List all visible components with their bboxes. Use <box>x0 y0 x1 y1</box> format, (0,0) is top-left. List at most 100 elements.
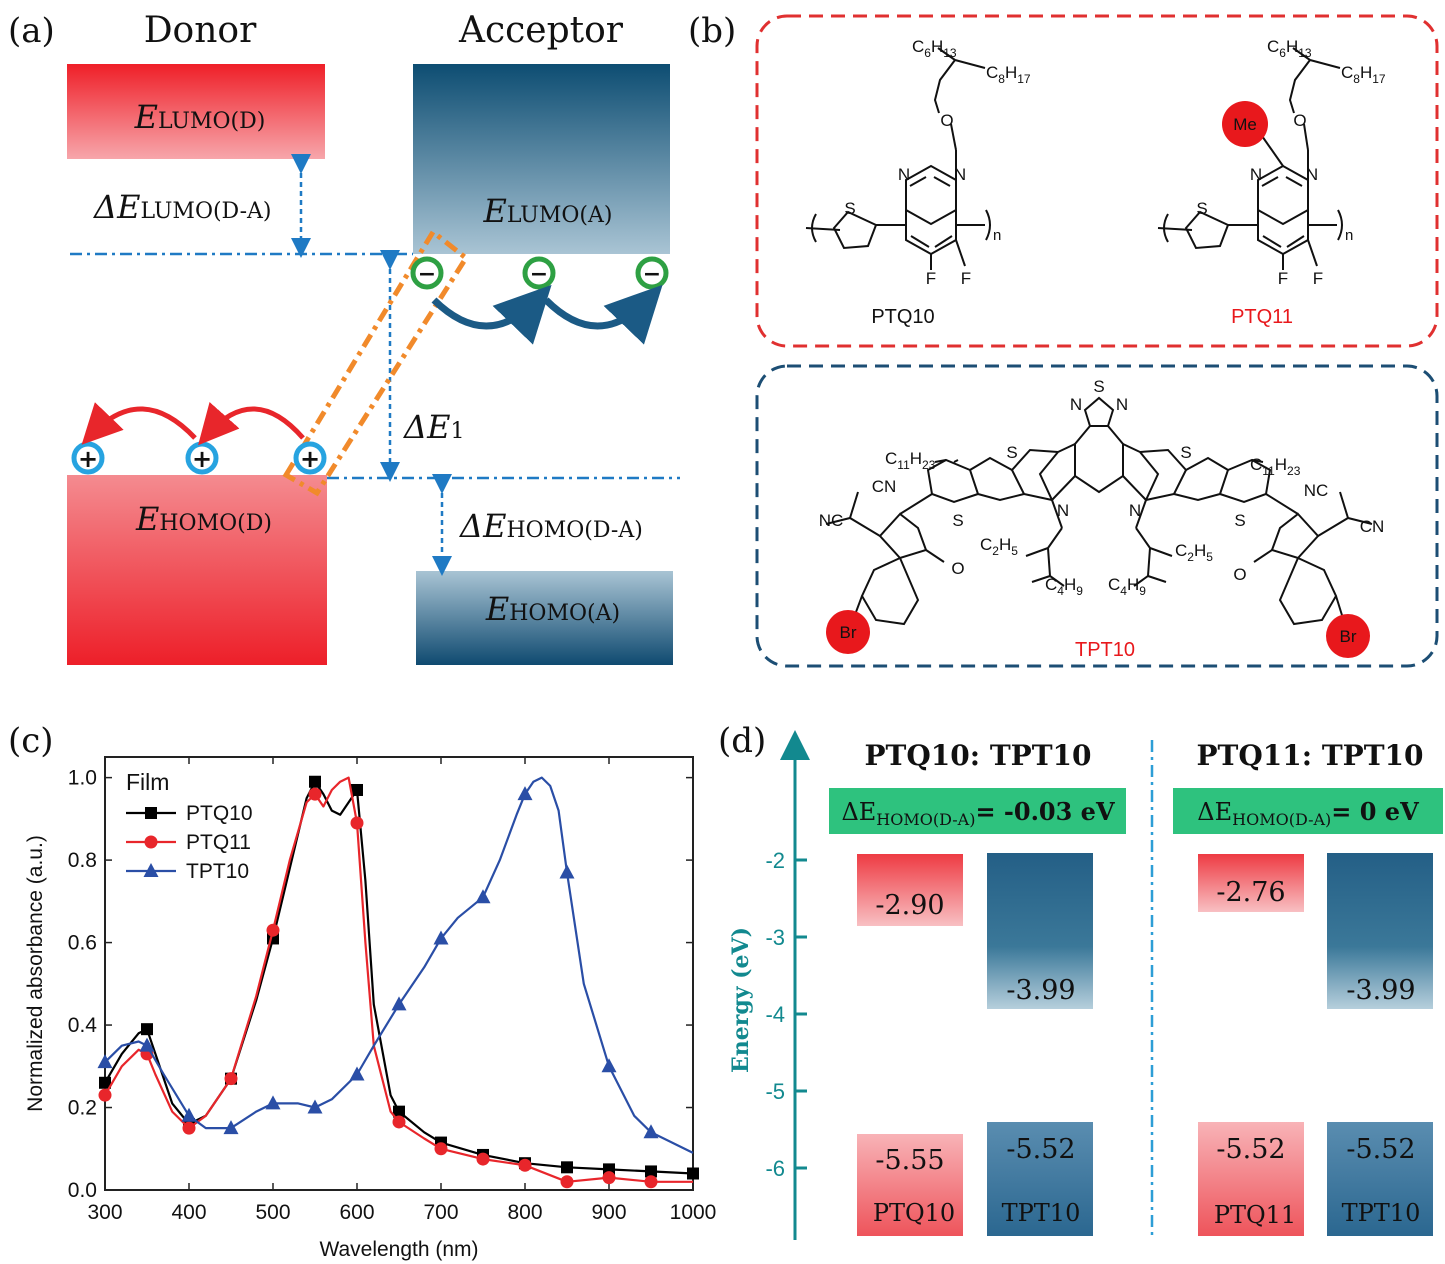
electron-1: − <box>410 256 444 290</box>
ptq11-marker <box>392 1115 406 1129</box>
left-acceptor-lumo-bar <box>987 853 1093 1009</box>
svg-text:F: F <box>1313 269 1323 288</box>
panel-d-label: (d) <box>718 721 766 761</box>
svg-text:S: S <box>844 199 855 218</box>
acceptor-lumo-label: ELUMO(A) <box>483 192 613 230</box>
svg-text:C11H23: C11H23 <box>885 449 936 472</box>
svg-text:+: + <box>192 445 212 473</box>
svg-text:F: F <box>926 269 936 288</box>
tpt10-line <box>104 776 694 1154</box>
hole-3: + <box>293 441 327 475</box>
x-tick-label: 600 <box>339 1201 374 1224</box>
delta-lumo-label: ΔELUMO(D-A) <box>92 188 272 226</box>
panel-c-label: (c) <box>8 721 54 761</box>
right-donor-name: PTQ11 <box>1214 1201 1296 1229</box>
svg-text:S: S <box>1234 511 1245 530</box>
panel-b-label: (b) <box>688 11 736 51</box>
svg-text:S: S <box>1093 377 1104 396</box>
hole-hop-arrow-1 <box>198 402 305 446</box>
ptq11-marker <box>182 1121 196 1135</box>
legend-ptq10-marker <box>145 807 157 819</box>
ptq10-marker <box>309 775 321 788</box>
x-tick-label: 800 <box>507 1201 542 1224</box>
ptq11-structure <box>1157 47 1343 270</box>
ptq10-marker <box>141 1023 153 1036</box>
right-donor-lumo-bar <box>1198 854 1304 912</box>
y-tick-label: 0.2 <box>68 1097 97 1120</box>
svg-text:−: − <box>530 262 548 287</box>
panel-c: (c) 300 400 500 600 700 800 900 1000 0.0 0.2 0.4 0.… <box>8 721 716 1261</box>
ptq11-marker <box>266 923 280 937</box>
svg-text:S: S <box>1006 443 1017 462</box>
tpt10-marker <box>475 889 491 904</box>
ptq11-marker <box>308 787 322 801</box>
ptq10-atoms: N N O S F F n C6H13 C8H17 <box>844 37 1031 288</box>
legend-ptq11-label: PTQ11 <box>186 831 251 854</box>
electron-hop-arrow-1 <box>431 284 552 345</box>
energy-ticks: -2 -3 -4 -5 -6 <box>765 848 807 1181</box>
x-tick-label: 400 <box>171 1201 206 1224</box>
svg-text:F: F <box>1278 269 1288 288</box>
plot-frame <box>104 756 694 1191</box>
tpt10-marker <box>265 1095 281 1110</box>
svg-text:−: − <box>643 262 661 287</box>
energy-axis-label: Energy (eV) <box>728 927 754 1073</box>
svg-text:C8H17: C8H17 <box>1341 63 1386 86</box>
x-tick-label: 1000 <box>670 1201 717 1224</box>
right-donor-homo-value: -5.52 <box>1216 1134 1285 1165</box>
svg-text:C6H13: C6H13 <box>912 37 957 60</box>
ptq10-marker <box>99 1076 111 1089</box>
svg-text:S: S <box>952 511 963 530</box>
panel-a: (a) Donor Acceptor ELUMO(D) ELUMO(A) EHO… <box>8 10 680 665</box>
y-tick-label: 1.0 <box>68 767 97 790</box>
tpt10-structure <box>825 396 1373 629</box>
svg-text:O: O <box>1233 565 1246 584</box>
tpt10-br-left-highlight <box>826 610 870 654</box>
svg-text:Br: Br <box>1340 627 1357 646</box>
tpt10-marker <box>643 1124 659 1139</box>
ptq10-name: PTQ10 <box>871 306 934 328</box>
panel-b: (b) N N O S <box>688 11 1439 668</box>
energy-tick-label: -4 <box>765 1002 785 1027</box>
svg-text:CN: CN <box>872 477 897 496</box>
right-acceptor-lumo-bar <box>1327 853 1433 1009</box>
svg-text:N: N <box>954 165 966 184</box>
ptq11-name: PTQ11 <box>1231 306 1293 328</box>
svg-text:NC: NC <box>819 511 844 530</box>
tpt10-marker <box>223 1120 239 1135</box>
svg-text:N: N <box>1070 395 1082 414</box>
left-delta-text: ΔEHOMO(D-A)= -0.03 eV <box>841 797 1115 829</box>
donor-lumo-bar <box>67 64 325 159</box>
tpt10-marker <box>181 1107 197 1122</box>
y-tick-label: 0.6 <box>68 932 97 955</box>
right-acceptor-lumo-value: -3.99 <box>1346 975 1415 1006</box>
svg-text:S: S <box>1196 199 1207 218</box>
y-tick-label: 0.0 <box>68 1179 97 1202</box>
svg-text:C4H9: C4H9 <box>1045 575 1083 598</box>
svg-text:O: O <box>1293 111 1306 130</box>
svg-text:N: N <box>1057 501 1069 520</box>
charge-transfer-box <box>282 228 470 497</box>
svg-text:C4H9: C4H9 <box>1108 575 1146 598</box>
ptq11-marker <box>644 1175 658 1189</box>
donor-homo-label: EHOMO(D) <box>135 500 272 538</box>
ptq11-marker <box>434 1142 448 1156</box>
energy-tick-label: -3 <box>765 925 785 950</box>
svg-text:C6H13: C6H13 <box>1267 37 1312 60</box>
left-acceptor-lumo-value: -3.99 <box>1006 975 1075 1006</box>
right-acceptor-homo-bar <box>1327 1122 1433 1236</box>
ptq10-marker <box>645 1165 657 1178</box>
legend-ptq11-marker <box>144 835 158 849</box>
ptq11-marker <box>518 1158 532 1172</box>
tpt10-marker <box>601 1058 617 1073</box>
acceptor-lumo-bar <box>413 64 670 254</box>
ptq11-methyl-highlight <box>1222 101 1268 147</box>
svg-text:O: O <box>940 111 953 130</box>
polymer-box <box>755 14 1439 348</box>
x-tick-label: 300 <box>87 1201 122 1224</box>
absorbance-chart: 300 400 500 600 700 800 900 1000 0.0 0.2 0.4 0.6 0.8… <box>24 756 717 1261</box>
left-acceptor-name: TPT10 <box>1002 1199 1081 1227</box>
svg-text:C8H17: C8H17 <box>986 63 1031 86</box>
legend-ptq10-label: PTQ10 <box>186 802 253 825</box>
ptq11-atoms: Me N N O S F F n C6H13 C8H17 <box>1196 37 1386 288</box>
